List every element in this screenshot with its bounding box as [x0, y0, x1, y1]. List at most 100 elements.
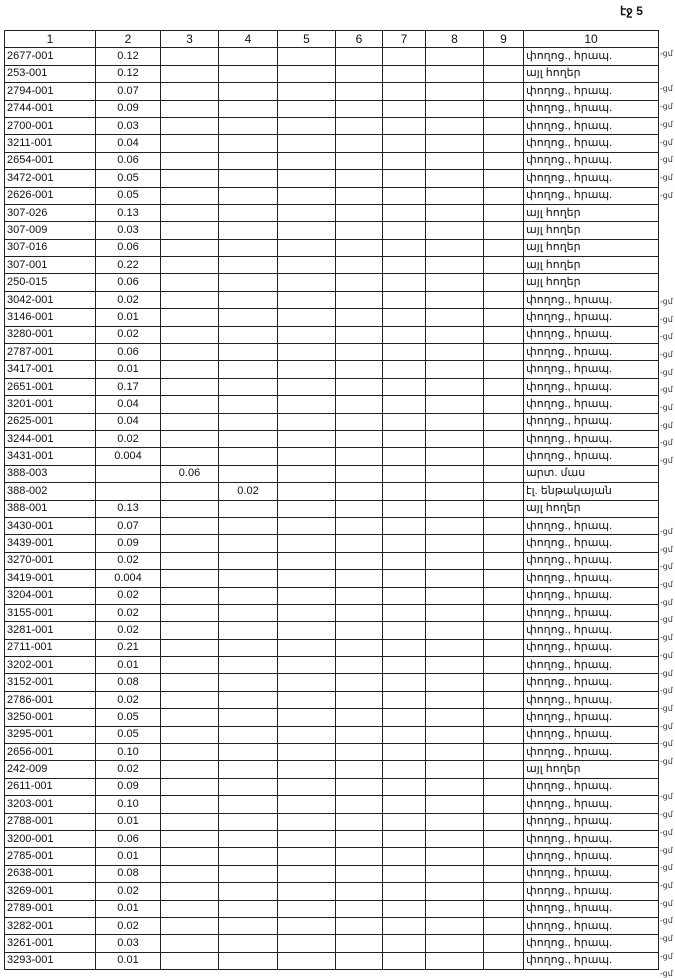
cell-col-9 [483, 482, 524, 501]
cell-col-3 [160, 256, 219, 275]
margin-mark: -ցմ [660, 367, 673, 377]
cell-col-6 [335, 899, 383, 918]
cell-col-10: փողոց., հրապ. [523, 638, 659, 658]
cell-col-5 [277, 308, 336, 327]
cell-col-7 [382, 429, 426, 449]
cell-col-4 [218, 151, 278, 171]
cell-col-7 [382, 673, 426, 692]
cell-col-7 [382, 151, 426, 171]
cell-col-8 [425, 290, 484, 310]
cell-col-3 [160, 569, 219, 588]
cell-col-8 [425, 534, 484, 553]
cell-col-4 [218, 829, 278, 849]
cell-col-10: փողոց., հրապ. [523, 934, 659, 953]
cell-col-9 [483, 934, 524, 953]
cell-col-6 [335, 412, 383, 431]
margin-mark: -ցմ [660, 420, 673, 430]
cell-col-9 [483, 795, 524, 814]
cell-col-9 [483, 151, 524, 171]
cell-col-7 [382, 169, 426, 188]
table-row: 307-009 0.03 այլ հողեր [4, 221, 659, 240]
cell-col-4 [218, 916, 278, 936]
cell-col-4 [218, 464, 278, 484]
cell-col-10: փողոց., հրապ. [523, 290, 659, 310]
cell-col-6 [335, 99, 383, 118]
cell-col-3 [160, 134, 219, 153]
cell-col-10: փողոց., հրապ. [523, 308, 659, 327]
cell-col-7 [382, 203, 426, 223]
margin-mark: -ցմ [660, 349, 673, 359]
cell-col-7 [382, 464, 426, 484]
cell-col-5 [277, 690, 336, 710]
cell-col-9 [483, 290, 524, 310]
cell-col-4 [218, 377, 278, 397]
margin-mark: -ցմ [660, 526, 673, 536]
cell-col-3 [160, 499, 219, 518]
margin-mark: -ցմ [660, 721, 673, 731]
cell-col-1: 2700-001 [4, 116, 96, 136]
cell-col-2: 0.07 [95, 82, 161, 101]
cell-col-5 [277, 82, 336, 101]
cell-col-2: 0.01 [95, 899, 161, 918]
cell-col-5 [277, 64, 336, 84]
cell-col-4 [218, 325, 278, 345]
cell-col-8 [425, 760, 484, 779]
cell-col-4 [218, 256, 278, 275]
cell-col-8 [425, 412, 484, 431]
cell-col-3 [160, 412, 219, 431]
cell-col-5 [277, 899, 336, 918]
cell-col-9 [483, 203, 524, 223]
cell-col-8 [425, 951, 484, 971]
cell-col-6 [335, 256, 383, 275]
margin-mark: -ցմ [660, 332, 673, 342]
cell-col-5 [277, 47, 336, 66]
cell-col-10: արտ. մաս [523, 464, 659, 484]
cell-col-8 [425, 847, 484, 866]
cell-col-7 [382, 638, 426, 658]
cell-col-1: 3042-001 [4, 290, 96, 310]
cell-col-6 [335, 951, 383, 971]
cell-col-2: 0.01 [95, 656, 161, 675]
cell-col-1: 3280-001 [4, 325, 96, 345]
cell-col-4 [218, 134, 278, 153]
table-row: 3201-001 0.04 փողոց., հրապ. [4, 395, 659, 414]
cell-col-7 [382, 951, 426, 971]
cell-col-5 [277, 256, 336, 275]
cell-col-7 [382, 812, 426, 831]
cell-col-8 [425, 499, 484, 518]
cell-col-1: 3295-001 [4, 725, 96, 745]
cell-col-1: 307-026 [4, 203, 96, 223]
cell-col-7 [382, 516, 426, 536]
cell-col-9 [483, 690, 524, 710]
cell-col-10: փողոց., հրապ. [523, 429, 659, 449]
cell-col-8 [425, 308, 484, 327]
cell-col-6 [335, 238, 383, 258]
cell-col-8 [425, 256, 484, 275]
cell-col-2: 0.05 [95, 708, 161, 727]
margin-mark: -ցմ [660, 615, 673, 625]
margin-mark: -ցմ [660, 668, 673, 678]
cell-col-9 [483, 412, 524, 431]
cell-col-6 [335, 482, 383, 501]
cell-col-1: 2794-001 [4, 82, 96, 101]
cell-col-9 [483, 169, 524, 188]
cell-col-10: փողոց., հրապ. [523, 569, 659, 588]
cell-col-2: 0.02 [95, 690, 161, 710]
cell-col-10: փողոց., հրապ. [523, 829, 659, 849]
cell-col-6 [335, 325, 383, 345]
table-row: 2677-001 0.12 փողոց., հրապ. [4, 47, 659, 66]
cell-col-9 [483, 238, 524, 258]
cell-col-3 [160, 116, 219, 136]
cell-col-5 [277, 795, 336, 814]
cell-col-2: 0.12 [95, 47, 161, 66]
cell-col-5 [277, 829, 336, 849]
cell-col-4 [218, 760, 278, 779]
cell-col-3 [160, 429, 219, 449]
cell-col-2: 0.09 [95, 99, 161, 118]
cell-col-1: 2651-001 [4, 377, 96, 397]
cell-col-2: 0.06 [95, 343, 161, 362]
cell-col-8 [425, 186, 484, 205]
cell-col-2: 0.05 [95, 169, 161, 188]
cell-col-1: 3417-001 [4, 360, 96, 379]
cell-col-6 [335, 569, 383, 588]
